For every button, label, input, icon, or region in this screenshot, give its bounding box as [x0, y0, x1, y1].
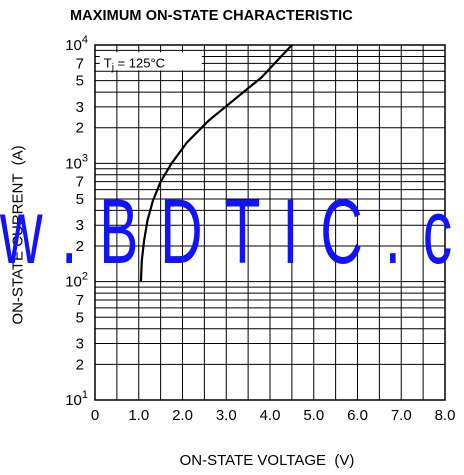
y-tick-label: 7 — [76, 174, 84, 191]
y-tick-label: 5 — [76, 73, 84, 90]
series-line-0 — [139, 44, 293, 282]
plot-frame — [94, 44, 446, 401]
annotation-background — [99, 52, 202, 71]
y-tick-label: 5 — [76, 309, 84, 326]
x-tick-labels: 0 1.0 2.0 3.0 4.0 5.0 6.0 7.0 8.0 — [91, 407, 456, 424]
y-tick-label: 7 — [76, 292, 84, 309]
x-tick-label: 5.0 — [303, 407, 324, 424]
y-tick-label: 2 — [76, 238, 84, 255]
watermark: w.BDTIC.c — [0, 181, 464, 283]
annotation-text: Tj = 125°C — [104, 55, 165, 73]
y-tick-label: 5 — [76, 191, 84, 208]
x-tick-label: 6.0 — [347, 407, 368, 424]
x-tick-label: 2.0 — [172, 407, 193, 424]
x-tick-label: 4.0 — [260, 407, 281, 424]
y-tick-label: 104 — [65, 34, 88, 54]
x-axis-label: ON-STATE VOLTAGE (V) — [179, 452, 355, 469]
y-tick-label: 101 — [65, 389, 88, 409]
x-tick-label: 7.0 — [391, 407, 412, 424]
y-tick-label: 3 — [76, 99, 84, 116]
y-tick-label: 3 — [76, 217, 84, 234]
y-tick-label: 7 — [76, 55, 84, 72]
x-tick-label: 3.0 — [216, 407, 237, 424]
series-line — [139, 44, 293, 282]
y-tick-label: 103 — [65, 152, 88, 172]
x-tick-label: 8.0 — [435, 407, 456, 424]
grid-lines — [94, 45, 446, 401]
y-tick-label: 2 — [76, 356, 84, 373]
y-tick-label: 2 — [76, 120, 84, 137]
x-tick-label: 1.0 — [128, 407, 149, 424]
temperature-annotation: Tj = 125°C — [99, 52, 202, 73]
y-tick-label: 3 — [76, 336, 84, 353]
chart-title: MAXIMUM ON-STATE CHARACTERISTIC — [70, 8, 353, 24]
x-tick-label: 0 — [91, 407, 99, 424]
y-tick-label: 102 — [65, 271, 88, 291]
